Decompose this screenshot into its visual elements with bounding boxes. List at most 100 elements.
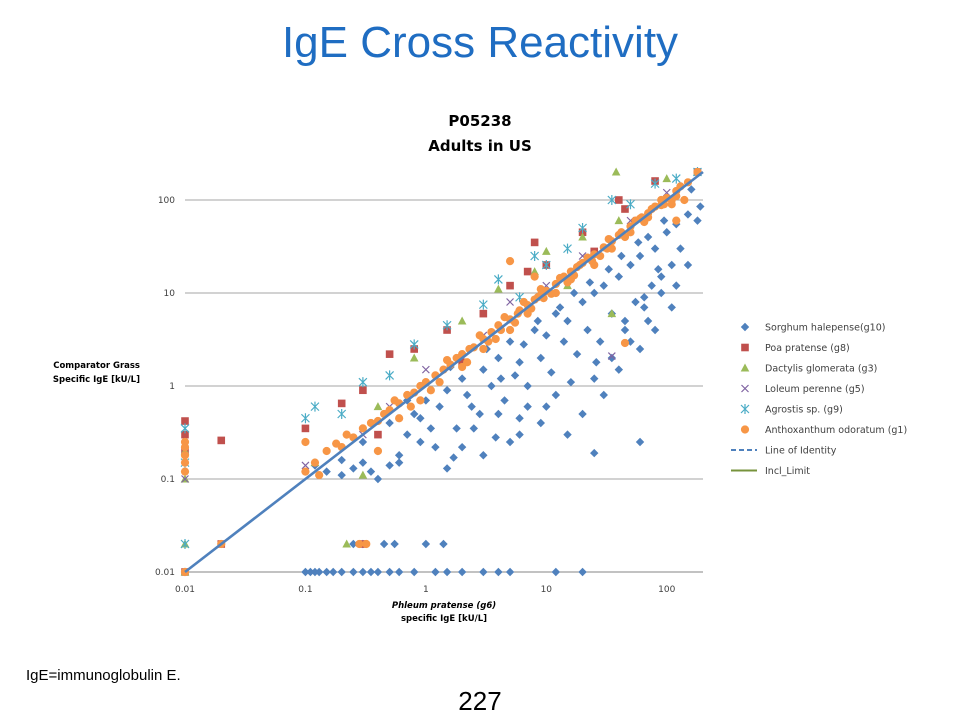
data-point [530, 250, 540, 261]
data-point [523, 267, 532, 276]
slide-title: IgE Cross Reactivity [281, 18, 679, 67]
data-point [358, 567, 368, 577]
data-point [410, 567, 419, 577]
legend-label: Anthoxanthum odoratum (g1) [765, 425, 907, 436]
data-point [180, 467, 190, 476]
data-point [479, 309, 488, 318]
data-point [366, 418, 376, 428]
data-point [373, 402, 383, 411]
data-point [617, 251, 626, 261]
data-point [337, 408, 347, 419]
data-point [635, 344, 645, 354]
data-point [566, 275, 575, 284]
data-point [607, 244, 616, 253]
data-point [328, 567, 338, 577]
data-point [452, 424, 461, 433]
data-point [635, 251, 645, 261]
data-point [523, 402, 532, 411]
data-point [349, 567, 358, 577]
data-point [496, 374, 506, 383]
data-point [426, 424, 436, 433]
data-point [510, 318, 520, 327]
data-point [607, 352, 616, 360]
data-point [337, 399, 346, 408]
data-point [180, 451, 190, 460]
data-point [217, 436, 226, 445]
data-point [491, 334, 500, 344]
data-point [491, 433, 500, 442]
legend-marker [740, 322, 750, 332]
data-point [494, 353, 503, 363]
data-point [355, 539, 364, 549]
data-point [416, 414, 425, 423]
data-point [595, 337, 605, 346]
data-point [301, 567, 310, 577]
data-point [604, 265, 613, 274]
data-point [409, 339, 419, 350]
data-point [620, 316, 630, 326]
data-point [426, 386, 435, 395]
data-point [611, 167, 621, 176]
data-point [458, 358, 466, 367]
data-point [181, 430, 189, 439]
data-point [442, 320, 452, 331]
data-point [457, 567, 467, 577]
data-point [322, 446, 331, 456]
data-point [515, 430, 524, 439]
data-point [620, 338, 630, 348]
data-point [542, 331, 551, 340]
data-point [416, 396, 425, 405]
data-point [180, 539, 190, 550]
data-point [614, 365, 624, 374]
data-point [505, 567, 515, 577]
x-axis-label-line1: Phleum pratense (g6) [392, 601, 496, 611]
data-point [457, 374, 467, 383]
data-point [374, 430, 382, 439]
data-point [181, 417, 189, 425]
data-point [671, 173, 681, 184]
data-point [683, 210, 693, 219]
legend-marker [741, 343, 749, 352]
data-point [385, 418, 394, 428]
data-point [385, 567, 394, 577]
data-point [643, 232, 653, 242]
data-point [530, 325, 539, 335]
data-point [590, 448, 599, 458]
data-point [442, 355, 452, 365]
y-tick-label: 10 [164, 289, 176, 299]
x-tick-label: 1 [423, 585, 429, 595]
data-point [180, 458, 190, 467]
data-point [626, 199, 635, 210]
data-point [314, 567, 324, 577]
legend-label: Dactylis glomerata (g3) [765, 364, 877, 375]
data-point [542, 402, 551, 411]
data-point [435, 378, 444, 387]
data-point [506, 298, 514, 306]
footnote: IgE=immunoglobulin E. [26, 667, 181, 684]
data-point [555, 303, 565, 312]
y-axis-label-line1: Comparator Grass [53, 361, 140, 371]
data-point [604, 234, 613, 244]
data-point [493, 274, 503, 285]
legend-marker [740, 404, 750, 414]
data-point [505, 337, 515, 346]
data-point [301, 461, 310, 470]
data-point [394, 567, 404, 577]
data-point [672, 216, 681, 225]
data-point [676, 244, 685, 253]
data-point [366, 467, 376, 476]
data-point [349, 539, 358, 549]
data-point [662, 228, 671, 237]
data-point [680, 195, 689, 205]
data-point [505, 325, 515, 335]
data-point [395, 414, 404, 423]
data-point [337, 455, 346, 465]
data-point [458, 362, 467, 372]
data-point [523, 381, 532, 391]
data-point [696, 202, 705, 211]
data-point [322, 467, 331, 476]
data-point [578, 232, 587, 241]
y-tick-label: 1 [169, 382, 175, 392]
data-point [523, 309, 532, 318]
data-point [519, 340, 528, 349]
